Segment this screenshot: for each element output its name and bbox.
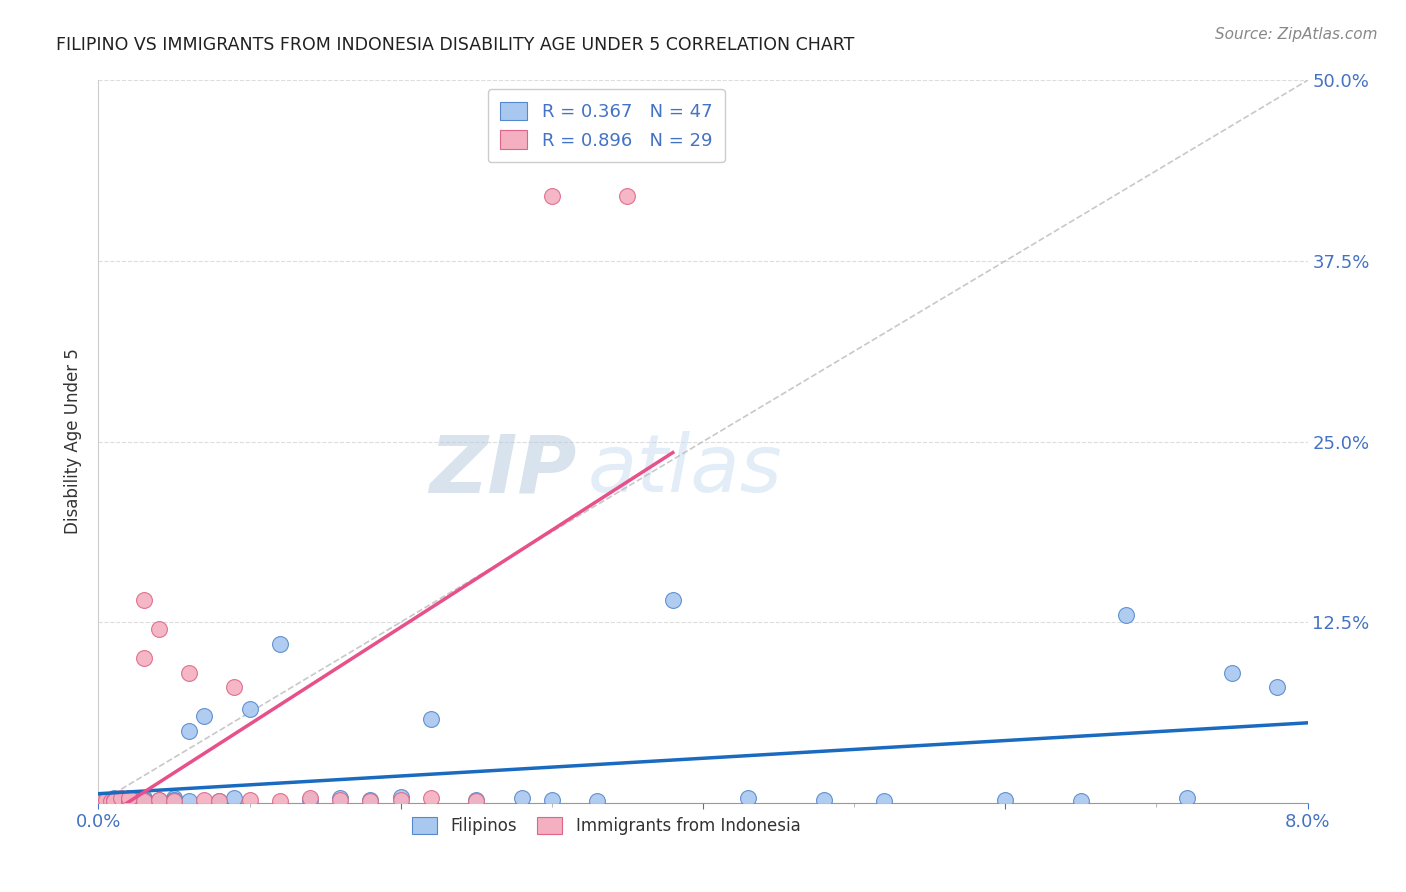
Point [103, 794, 125, 808]
Point [360, 794, 382, 808]
Point [148, 793, 170, 807]
Point [193, 793, 215, 807]
Point [299, 791, 322, 805]
Point [299, 793, 322, 807]
Point [1175, 791, 1198, 805]
Point [616, 189, 638, 203]
Point [132, 793, 155, 807]
Point [125, 794, 148, 808]
Point [1115, 607, 1137, 622]
Point [269, 637, 291, 651]
Text: ZIP: ZIP [429, 432, 576, 509]
Point [148, 793, 170, 807]
Point [329, 793, 352, 807]
Point [132, 593, 155, 607]
Point [813, 793, 835, 807]
Point [239, 702, 262, 716]
Point [118, 793, 141, 807]
Point [94, 793, 117, 807]
Point [661, 593, 683, 607]
Point [132, 794, 155, 808]
Point [540, 189, 562, 203]
Point [118, 794, 141, 808]
Point [163, 794, 186, 808]
Point [132, 794, 155, 808]
Point [91, 794, 114, 808]
Point [103, 794, 125, 808]
Point [118, 793, 141, 807]
Point [132, 793, 155, 807]
Legend: Filipinos, Immigrants from Indonesia: Filipinos, Immigrants from Indonesia [402, 807, 810, 845]
Point [389, 790, 412, 805]
Point [1220, 665, 1243, 680]
Point [103, 793, 125, 807]
Point [110, 793, 132, 807]
Point [465, 794, 488, 808]
Point [98, 794, 121, 808]
Point [179, 665, 201, 680]
Point [132, 791, 155, 805]
Point [239, 793, 262, 807]
Point [208, 794, 231, 808]
Point [510, 791, 533, 805]
Point [148, 623, 170, 637]
Point [420, 712, 443, 726]
Point [420, 791, 443, 805]
Point [994, 793, 1017, 807]
Point [103, 791, 125, 805]
Point [873, 794, 896, 808]
Point [110, 791, 132, 805]
Point [105, 794, 128, 808]
Point [208, 794, 231, 808]
Text: Source: ZipAtlas.com: Source: ZipAtlas.com [1215, 27, 1378, 42]
Point [269, 794, 291, 808]
Text: atlas: atlas [588, 432, 783, 509]
Point [118, 794, 141, 808]
Point [163, 793, 186, 807]
Point [737, 791, 759, 805]
Point [94, 793, 117, 807]
Point [586, 794, 609, 808]
Point [193, 709, 215, 723]
Point [224, 680, 246, 694]
Point [389, 793, 412, 807]
Point [1070, 794, 1092, 808]
Point [118, 791, 141, 805]
Text: FILIPINO VS IMMIGRANTS FROM INDONESIA DISABILITY AGE UNDER 5 CORRELATION CHART: FILIPINO VS IMMIGRANTS FROM INDONESIA DI… [56, 36, 855, 54]
Point [100, 794, 122, 808]
Point [360, 793, 382, 807]
Point [91, 794, 114, 808]
Point [118, 791, 141, 805]
Point [179, 794, 201, 808]
Point [148, 794, 170, 808]
Point [540, 793, 562, 807]
Y-axis label: Disability Age Under 5: Disability Age Under 5 [65, 349, 83, 534]
Point [163, 794, 186, 808]
Point [329, 791, 352, 805]
Point [224, 791, 246, 805]
Point [465, 793, 488, 807]
Point [179, 723, 201, 738]
Point [103, 793, 125, 807]
Point [132, 651, 155, 665]
Point [1267, 680, 1289, 694]
Point [163, 791, 186, 805]
